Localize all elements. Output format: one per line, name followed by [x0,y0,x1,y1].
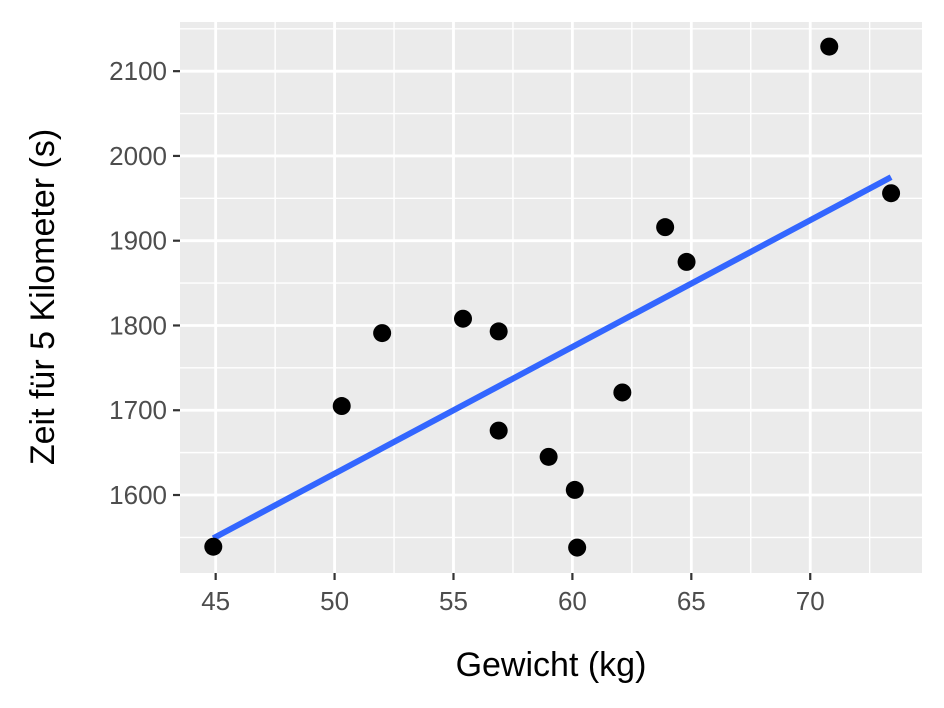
y-tick-label: 1700 [109,395,167,425]
y-tick-label: 2000 [109,141,167,171]
x-tick-label: 60 [558,586,587,616]
data-point [204,537,223,556]
data-point [613,383,632,402]
data-point [332,397,351,416]
major-gridlines [180,22,922,573]
data-point [820,37,839,56]
y-axis-ticks: 1600 1700 1800 1900 2000 2100 [109,56,180,510]
data-point [539,447,558,466]
data-point [565,480,584,499]
data-point [568,538,587,557]
x-tick-label: 50 [320,586,349,616]
y-tick-label: 1900 [109,226,167,256]
data-point [373,324,392,343]
x-axis-title: Gewicht (kg) [456,646,647,684]
data-points [204,37,901,557]
data-point [489,421,508,440]
trend-line [211,174,893,541]
y-axis-title: Zeit für 5 Kilometer (s) [24,129,62,465]
x-tick-label: 55 [439,586,468,616]
x-axis-ticks: 45 50 55 60 65 70 [201,573,825,616]
x-tick-label: 70 [796,586,825,616]
data-point [656,218,675,237]
y-tick-label: 2100 [109,56,167,86]
data-point [489,322,508,341]
y-tick-label: 1800 [109,310,167,340]
y-tick-label: 1600 [109,480,167,510]
data-point [882,184,901,203]
x-tick-label: 45 [201,586,230,616]
x-tick-label: 65 [677,586,706,616]
data-point [677,252,696,271]
data-point [454,309,473,328]
